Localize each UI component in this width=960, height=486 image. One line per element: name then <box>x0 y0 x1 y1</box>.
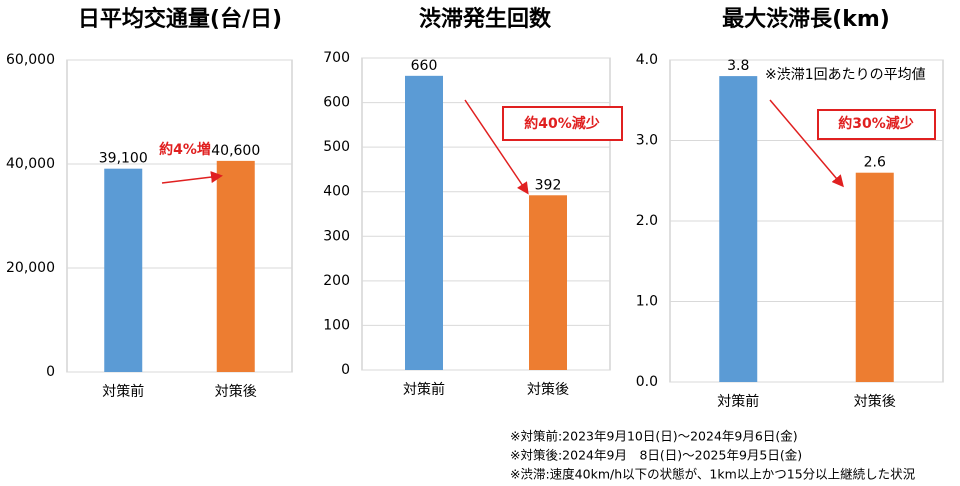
y-tick-label: 3.0 <box>636 133 658 149</box>
y-tick-label: 4.0 <box>636 52 658 68</box>
y-tick-label: 400 <box>323 184 350 200</box>
y-tick-label: 300 <box>323 228 350 244</box>
arrow <box>464 99 529 195</box>
note: ※渋滞1回あたりの平均値 <box>765 67 926 83</box>
y-tick-label: 2.0 <box>636 213 658 229</box>
value-label: 392 <box>535 177 562 193</box>
footnote: ※対策前:2023年9月10日(日)～2024年9月6日(金) <box>510 429 798 444</box>
bar <box>855 172 894 382</box>
arrow <box>161 171 223 184</box>
y-tick-label: 0 <box>341 362 350 378</box>
y-tick-label: 100 <box>323 317 350 333</box>
x-tick-label: 対策前 <box>102 383 144 400</box>
bar <box>529 195 567 370</box>
y-tick-label: 1.0 <box>636 294 658 310</box>
arrow <box>769 99 844 188</box>
y-tick-label: 700 <box>323 50 350 66</box>
x-tick-label: 対策前 <box>403 381 445 398</box>
x-tick-label: 対策後 <box>527 381 569 398</box>
y-tick-label: 0 <box>46 364 55 380</box>
annotation: 約40%減少 <box>524 115 600 132</box>
y-tick-label: 600 <box>323 95 350 111</box>
x-tick-label: 対策後 <box>854 393 896 410</box>
x-tick-label: 対策後 <box>215 383 257 400</box>
y-tick-label: 20,000 <box>6 260 55 276</box>
footnote: ※渋滞:速度40km/h以下の状態が、1km以上かつ15分以上継続した状況 <box>510 467 916 482</box>
annotation: 約4%増 <box>159 141 211 158</box>
y-tick-label: 200 <box>323 273 350 289</box>
bar <box>719 76 758 382</box>
value-label: 40,600 <box>211 143 260 159</box>
y-tick-label: 60,000 <box>6 52 55 68</box>
annotation: 約30%減少 <box>838 115 914 132</box>
bar <box>216 160 255 372</box>
footnote: ※対策後:2024年9月 8日(日)～2025年9月5日(金) <box>510 448 802 463</box>
value-label: 39,100 <box>99 151 148 167</box>
bar <box>405 75 443 370</box>
chart-title: 最大渋滞長(km) <box>722 6 890 32</box>
bar <box>104 168 143 372</box>
annotation-box <box>817 109 936 140</box>
chart-title: 渋滞発生回数 <box>419 6 552 32</box>
plot-area <box>66 59 293 373</box>
value-label: 3.8 <box>727 58 749 74</box>
value-label: 2.6 <box>864 155 886 171</box>
value-label: 660 <box>411 58 438 74</box>
y-tick-label: 0.0 <box>636 374 658 390</box>
annotation-box <box>502 106 623 141</box>
plot-area <box>361 57 611 371</box>
x-tick-label: 対策前 <box>717 393 759 410</box>
chart-title: 日平均交通量(台/日) <box>78 6 282 32</box>
y-tick-label: 500 <box>323 139 350 155</box>
y-tick-label: 40,000 <box>6 156 55 172</box>
